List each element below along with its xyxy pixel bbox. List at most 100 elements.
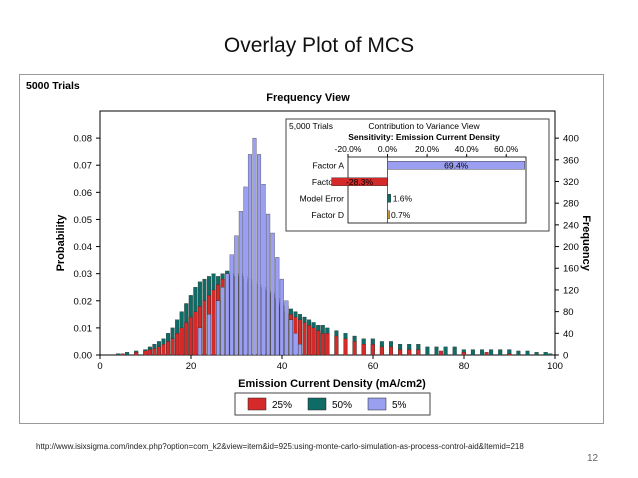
frequency-axis: 0 40 80 120 160 200 240 280 320 360 400 [555, 134, 579, 362]
x-tick-label: 100 [547, 361, 563, 372]
histogram-bar [325, 333, 330, 356]
inset-x-tick-label: 60.0% [494, 144, 519, 154]
histogram-bar [193, 311, 198, 356]
trials-label: 5000 Trials [26, 80, 80, 92]
histogram-bar [284, 300, 289, 356]
histogram-bar [388, 346, 393, 356]
histogram-bar [270, 232, 275, 356]
histogram-bar [361, 344, 366, 356]
inset-x-tick-label: 0.0% [378, 144, 398, 154]
x-axis-label: Emission Current Density (mA/cm2) [238, 378, 426, 390]
x-tick-label: 0 [97, 361, 102, 372]
histogram-bar [352, 341, 357, 356]
histogram-bar [543, 352, 548, 356]
histogram-bar [261, 184, 266, 356]
histogram-bar [257, 154, 262, 356]
histogram-bar [234, 235, 239, 356]
chart-frame: 5000 Trials Frequency View 0.00 0.01 0.02 0… [19, 74, 604, 424]
inset-trials-label: 5,000 Trials [289, 121, 333, 131]
inset-title: Contribution to Variance View [368, 121, 480, 131]
y-tick-label: 0.01 [74, 323, 93, 334]
legend-label: 50% [332, 400, 352, 411]
sensitivity-inset: 5,000 Trials Contribution to Variance Vie… [285, 118, 550, 232]
histogram-bar [188, 316, 193, 356]
histogram-bar [379, 346, 384, 356]
legend-swatch [367, 397, 387, 411]
histogram-bar [439, 350, 444, 356]
y2-tick-label: 200 [563, 242, 579, 253]
histogram-bar [134, 352, 139, 356]
histogram-bar [225, 273, 230, 356]
y2-tick-label: 280 [563, 199, 579, 210]
inset-value-label: -28.3% [346, 177, 373, 187]
inset-category-label: Model Error [300, 193, 345, 203]
inset-subtitle: Sensitivity: Emission Current Density [348, 132, 500, 142]
histogram-bar [166, 341, 171, 356]
histogram-bar [498, 349, 503, 356]
histogram-bar [152, 348, 157, 356]
legend: 25% 50% 5% [234, 392, 431, 416]
histogram-bar [179, 327, 184, 356]
histogram-bar [434, 346, 439, 356]
histogram-bar [293, 333, 298, 356]
x-axis: 0 20 40 60 80 100 [97, 355, 563, 372]
histogram-bar [275, 257, 280, 356]
inset-bar [387, 194, 391, 203]
histogram-bar [197, 327, 202, 356]
histogram-bar [489, 349, 494, 356]
histogram-bar [202, 300, 207, 356]
histogram-bar [534, 352, 539, 356]
histogram-bar [143, 350, 148, 356]
x-tick-label: 20 [186, 361, 197, 372]
y-tick-label: 0.07 [74, 161, 93, 172]
histogram-bar [407, 349, 412, 356]
y-tick-label: 0.08 [74, 134, 93, 145]
histogram-bar [525, 350, 530, 356]
x-tick-label: 40 [277, 361, 288, 372]
series-5% [197, 137, 302, 356]
inset-category-label: Factor B [312, 177, 344, 187]
chart-svg: 5000 Trials Frequency View 0.00 0.01 0.02 0… [26, 80, 592, 416]
histogram-bar [507, 353, 512, 356]
y-tick-label: 0.00 [74, 351, 93, 362]
histogram-bar [334, 335, 339, 356]
inset-bar [387, 161, 526, 170]
legend-swatch [307, 397, 327, 411]
histogram-bar [161, 344, 166, 356]
y2-tick-label: 80 [563, 307, 574, 318]
inset-category-label: Factor D [311, 210, 344, 220]
histogram-bar [311, 327, 316, 356]
histogram-bar [297, 344, 302, 356]
histogram-bar [425, 346, 430, 356]
chart-title: Frequency View [266, 92, 350, 104]
y-axis-label: Probability [55, 214, 67, 272]
histogram-bar [370, 344, 375, 356]
histogram-bar [184, 322, 189, 356]
histogram-bar [120, 353, 125, 356]
histogram-bar [343, 338, 348, 356]
histogram-bar [252, 137, 257, 356]
histogram-bar [125, 352, 130, 356]
y2-tick-label: 320 [563, 177, 579, 188]
histogram-bar [548, 353, 553, 356]
histogram-bar [229, 254, 234, 356]
histogram-bar [147, 349, 152, 356]
inset-bar [387, 210, 390, 219]
inset-x-tick-label: 20.0% [415, 144, 440, 154]
histogram-bar [302, 322, 307, 356]
histogram-bar [279, 278, 284, 356]
y2-tick-label: 40 [563, 329, 574, 340]
x-tick-label: 60 [368, 361, 379, 372]
inset-value-label: 69.4% [444, 160, 469, 170]
histogram-bar [266, 213, 271, 356]
histogram-bar [211, 289, 216, 356]
histogram-bar [307, 325, 312, 356]
x-tick-label: 80 [459, 361, 470, 372]
y-tick-label: 0.06 [74, 188, 93, 199]
inset-bar [331, 177, 388, 186]
y2-axis-label: Frequency [580, 215, 592, 272]
legend-swatch [247, 397, 267, 411]
y-tick-label: 0.02 [74, 296, 93, 307]
histogram-bar [316, 330, 321, 356]
y-tick-label: 0.03 [74, 269, 93, 280]
